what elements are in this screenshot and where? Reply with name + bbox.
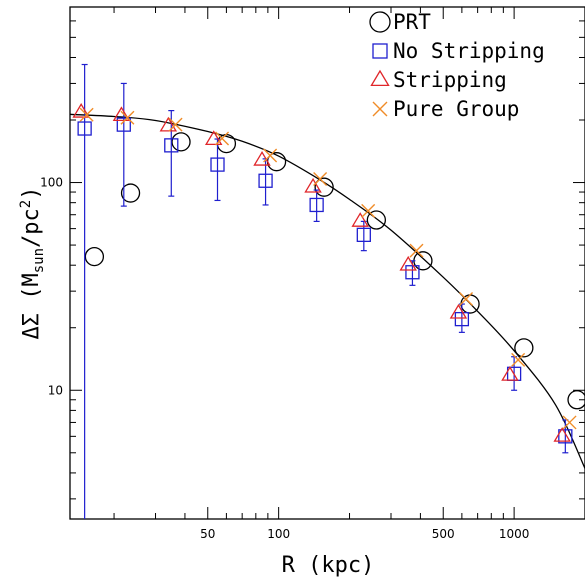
no-stripping-point	[309, 197, 324, 213]
stripping-point	[304, 177, 322, 193]
series-pure-group	[79, 107, 577, 430]
stripping-point	[553, 427, 571, 442]
prt-point	[514, 338, 534, 358]
y-axis-label-sup: 2	[18, 200, 34, 208]
stripping-point	[72, 102, 90, 118]
y-tick-label: 100	[40, 176, 63, 190]
no-stripping-point	[356, 227, 371, 242]
legend-label-stripping: Stripping	[393, 68, 507, 92]
prt-point	[84, 246, 105, 267]
legend-marker-pure-group	[372, 101, 388, 117]
no-stripping-point	[116, 117, 131, 132]
pure-group-point	[361, 203, 376, 218]
no-stripping-point	[258, 173, 273, 188]
pure-group-point	[263, 148, 278, 163]
y-axis-label-prefix: ΔΣ (M	[19, 273, 44, 339]
x-tick-label: 1000	[499, 527, 530, 541]
y-axis-label-sub: sun	[31, 248, 47, 273]
pure-group-point	[459, 292, 474, 306]
pure-group-point	[79, 107, 94, 122]
series-no-stripping	[77, 63, 573, 519]
legend-marker-prt	[369, 11, 391, 33]
stripping-point	[351, 212, 369, 227]
pure-group-point	[409, 243, 424, 258]
x-tick-label: 100	[267, 527, 290, 541]
model-fit-curve	[69, 113, 585, 469]
series-stripping	[72, 102, 571, 442]
pure-group-point	[511, 352, 526, 367]
y-tick-label: 10	[48, 383, 63, 397]
fit-curve-layer	[69, 113, 585, 469]
pure-group-point	[120, 110, 135, 125]
tick-labels: 50 100 500 1000 10 100	[40, 176, 529, 541]
no-stripping-point	[454, 311, 470, 327]
stripping-point	[159, 116, 178, 132]
no-stripping-point	[558, 429, 573, 444]
legend-marker-no-stripping	[372, 43, 388, 59]
x-tick-label: 50	[200, 527, 215, 541]
data-marks	[72, 63, 585, 519]
legend-label-pure-group: Pure Group	[393, 97, 519, 121]
prt-point	[413, 251, 433, 271]
prt-point	[314, 177, 334, 197]
y-axis-label-suffix: )	[19, 187, 44, 200]
prt-point	[120, 183, 141, 203]
y-axis-label-mid: /pc	[19, 208, 44, 248]
stripping-point	[449, 303, 468, 319]
stripping-point	[399, 255, 417, 271]
axis-ticks	[70, 6, 585, 519]
no-stripping-point	[77, 121, 92, 136]
pure-group-point	[313, 172, 328, 186]
stripping-point	[204, 130, 223, 146]
pure-group-point	[168, 117, 183, 132]
no-stripping-point	[405, 265, 420, 280]
no-stripping-point	[164, 138, 179, 153]
series-prt	[84, 132, 585, 410]
legend-label-prt: PRT	[393, 10, 431, 34]
legend-marker-stripping	[370, 69, 390, 87]
stripping-point	[501, 366, 519, 381]
stripping-point	[253, 150, 271, 166]
prt-point	[366, 210, 387, 230]
legend: PRT No Stripping Stripping Pure Group	[369, 10, 545, 121]
prt-point	[567, 390, 585, 410]
plot-frame	[69, 6, 585, 520]
stripping-point	[112, 106, 131, 122]
pure-group-point	[562, 415, 577, 430]
y-axis-label: ΔΣ (Msun/pc2)	[18, 187, 47, 340]
x-axis-label: R (kpc)	[282, 553, 375, 577]
legend-label-no-stripping: No Stripping	[393, 39, 545, 63]
prt-point	[171, 132, 191, 152]
no-stripping-point	[210, 157, 225, 172]
pure-group-point	[215, 131, 230, 146]
x-tick-label: 500	[432, 527, 455, 541]
